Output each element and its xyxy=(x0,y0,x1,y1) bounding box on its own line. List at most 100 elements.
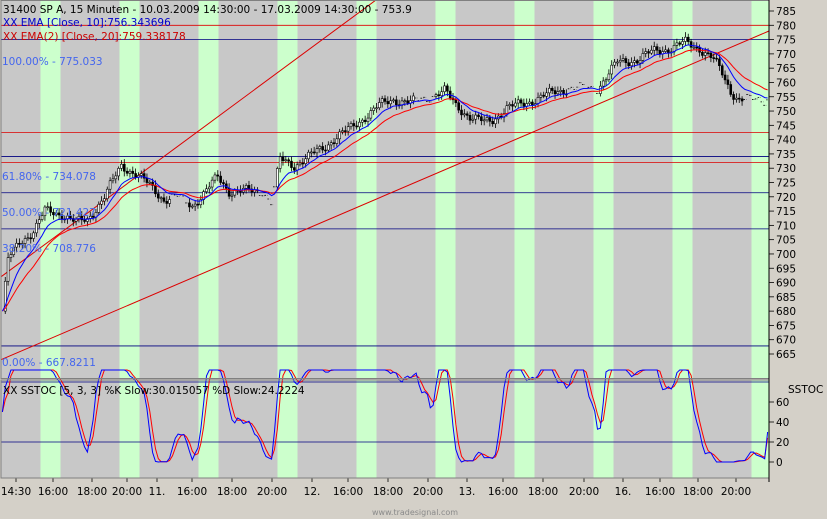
candle-body xyxy=(545,92,548,97)
candle-body xyxy=(290,160,293,168)
candle-body xyxy=(635,60,639,64)
candle-body xyxy=(304,158,307,164)
price-tick-label: 680 xyxy=(776,306,796,318)
time-tick-label: 18:00 xyxy=(77,486,107,498)
fib-label-50: 50.00% - 721.427 xyxy=(2,207,96,219)
session-band xyxy=(672,0,693,378)
candle-body xyxy=(723,74,727,81)
candle-body xyxy=(491,121,494,125)
candle-body xyxy=(276,168,279,188)
candle-body xyxy=(97,203,101,213)
time-tick-label: 16. xyxy=(615,486,632,498)
session-band xyxy=(514,0,535,378)
candle-body xyxy=(650,49,653,54)
candle-body xyxy=(468,115,472,121)
candle-body xyxy=(307,151,310,160)
price-tick-label: 760 xyxy=(776,77,796,89)
candle-body xyxy=(613,61,616,66)
candle-body xyxy=(26,237,30,240)
candle-body xyxy=(675,42,679,46)
sstoc-legend-text: XX SSTOC [5, 3, 3] %K Slow:30.015057 %D … xyxy=(3,385,305,397)
time-tick-label: 20:00 xyxy=(721,486,751,498)
watermark: www.tradesignal.com xyxy=(372,508,459,517)
candle-body xyxy=(188,202,191,208)
session-band xyxy=(593,380,614,478)
candle-body xyxy=(190,205,194,208)
price-tick-label: 740 xyxy=(776,135,796,147)
time-tick-label: 16:00 xyxy=(488,486,518,498)
candle-body xyxy=(3,280,7,312)
candle-body xyxy=(627,62,631,67)
candle-body xyxy=(142,173,146,179)
candle-body xyxy=(49,206,52,213)
candle-body xyxy=(681,41,684,45)
price-tick-label: 745 xyxy=(776,120,796,132)
candle-body xyxy=(692,46,696,49)
time-tick-label: 18:00 xyxy=(683,486,713,498)
candle-body xyxy=(480,116,483,122)
price-axis: 665 670 675 680 685 690 695 700 705 710 715 720 725 7… xyxy=(769,6,796,361)
candle-body xyxy=(349,123,353,128)
session-band xyxy=(119,380,140,478)
candle-body xyxy=(369,110,373,119)
session-band xyxy=(593,0,614,378)
price-tick-label: 775 xyxy=(776,35,796,47)
candle-body xyxy=(321,146,324,151)
price-panel-bg xyxy=(1,0,769,378)
candle-body xyxy=(293,167,296,171)
candle-body xyxy=(219,175,222,183)
session-band xyxy=(356,0,377,378)
channel-lower-line xyxy=(0,30,770,361)
sstoc-k-line xyxy=(1,369,769,463)
candle-body xyxy=(145,177,149,183)
price-tick-label: 750 xyxy=(776,106,796,118)
candle-body xyxy=(446,85,449,92)
candle-body xyxy=(310,151,313,154)
price-tick-label: 685 xyxy=(776,292,796,304)
candle-body xyxy=(287,159,290,162)
candle-body xyxy=(29,237,33,240)
candle-body xyxy=(18,242,21,245)
candle-body xyxy=(346,126,350,132)
candle-body xyxy=(457,102,460,111)
candle-body xyxy=(168,199,171,204)
candle-body xyxy=(281,156,285,162)
candle-body xyxy=(327,144,330,151)
price-tick-label: 675 xyxy=(776,320,796,332)
price-tick-label: 725 xyxy=(776,178,796,190)
candle-body xyxy=(128,170,132,174)
candle-body xyxy=(624,58,628,64)
candle-body xyxy=(454,99,458,104)
candle-body xyxy=(463,113,466,116)
candle-body xyxy=(601,80,605,87)
candle-body xyxy=(689,41,693,48)
time-tick-label: 18:00 xyxy=(373,486,403,498)
price-tick-label: 690 xyxy=(776,278,796,290)
time-tick-label: 20:00 xyxy=(257,486,287,498)
price-tick-label: 720 xyxy=(776,192,796,204)
candle-body xyxy=(559,89,562,92)
candle-body xyxy=(117,168,120,177)
candle-body xyxy=(318,146,322,150)
panel-frames xyxy=(0,0,770,482)
candle-body xyxy=(199,199,203,206)
candle-body xyxy=(120,163,123,169)
candle-body xyxy=(35,222,38,234)
candle-body xyxy=(344,130,347,132)
price-tick-label: 670 xyxy=(776,335,796,347)
candle-body xyxy=(686,36,690,42)
candle-body xyxy=(652,46,656,51)
candle-body xyxy=(718,58,721,67)
candle-body xyxy=(114,175,118,180)
candle-body xyxy=(134,173,137,178)
price-tick-label: 695 xyxy=(776,263,796,275)
price-tick-label: 710 xyxy=(776,220,796,232)
sstoc-panel: 60 40 20 0 xyxy=(1,369,789,469)
candle-body xyxy=(154,185,157,195)
candle-body xyxy=(678,42,682,45)
price-tick-label: 700 xyxy=(776,249,796,261)
candle-body xyxy=(375,107,378,110)
price-tick-label: 755 xyxy=(776,92,796,104)
candle-body xyxy=(437,94,441,97)
candle-body xyxy=(162,197,166,202)
